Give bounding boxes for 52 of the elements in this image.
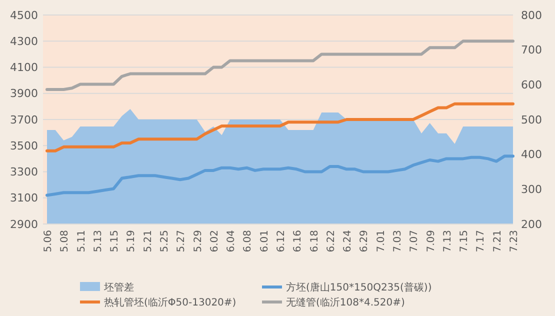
- x-tick-label: 5.25: [160, 230, 170, 252]
- x-tick-label: 5.29: [192, 230, 204, 252]
- legend-label: 热轧管坯(临沂Φ50-13020#): [104, 296, 236, 308]
- x-tick-label: 6.29: [359, 230, 370, 252]
- legend-label: 坯管差: [103, 282, 134, 294]
- x-tick-label: 7.15: [459, 230, 470, 252]
- line-series: [46, 102, 514, 152]
- y2-tick-label: 700: [521, 44, 542, 57]
- x-tick-label: 7.21: [492, 230, 504, 252]
- x-tick-label: 7.09: [426, 230, 437, 252]
- x-tick-label: 6.12: [276, 230, 287, 252]
- legend-label: 无缝管(临沂108*4.520#): [286, 296, 405, 308]
- x-tick-label: 5.19: [126, 230, 138, 252]
- x-tick-label: 5.27: [176, 230, 188, 252]
- y-tick-label: 4500: [10, 8, 38, 22]
- x-tick-label: 5.08: [60, 230, 71, 252]
- y2-tick-label: 800: [521, 8, 542, 22]
- line-series: [46, 40, 514, 91]
- y-tick-label: 3300: [10, 166, 38, 179]
- x-tick-label: 6.02: [209, 230, 220, 252]
- y-tick-label: 3700: [10, 113, 38, 126]
- x-tick-label: 5.15: [110, 230, 121, 252]
- y2-tick-label: 600: [521, 78, 542, 92]
- x-tick-label: 7.01: [376, 230, 387, 252]
- y2-tick-label: 300: [521, 183, 542, 196]
- y2-tick-label: 500: [521, 113, 542, 126]
- x-tick-label: 6.24: [342, 230, 354, 252]
- y-tick-label: 3100: [10, 192, 38, 205]
- x-tick-label: 6.16: [292, 230, 304, 252]
- x-tick-label: 6.08: [242, 230, 254, 252]
- x-tick-label: 7.13: [442, 230, 454, 252]
- x-tick-label: 7.23: [509, 230, 520, 252]
- line-series: [46, 154, 514, 197]
- y2-tick-label: 400: [521, 148, 542, 162]
- x-tick-label: 5.11: [76, 230, 88, 252]
- x-tick-label: 7.17: [476, 230, 487, 252]
- x-tick-label: 6.18: [309, 230, 320, 252]
- y-tick-label: 3500: [10, 139, 38, 152]
- y-tick-label: 2900: [10, 218, 38, 231]
- x-tick-label: 6.04: [226, 230, 238, 252]
- y-tick-label: 4100: [10, 61, 38, 74]
- x-tick-label: 5.06: [43, 230, 54, 252]
- x-tick-label: 6.22: [326, 230, 337, 252]
- x-tick-label: 5.13: [92, 230, 104, 252]
- legend-label: 方坯(唐山150*150Q235(普碳)): [286, 282, 432, 294]
- y2-tick-label: 200: [521, 218, 542, 231]
- x-tick-label: 7.03: [392, 230, 404, 252]
- x-tick-label: 5.21: [142, 230, 154, 252]
- y-tick-label: 4300: [10, 34, 38, 48]
- y-tick-label: 3900: [10, 87, 38, 100]
- x-tick-label: 6.01: [259, 230, 270, 252]
- x-tick-label: 7.07: [409, 230, 420, 252]
